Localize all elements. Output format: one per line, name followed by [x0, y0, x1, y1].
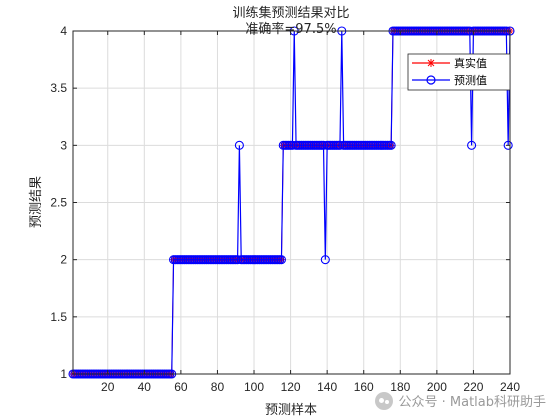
y-tick-label: 4 [60, 24, 67, 38]
x-tick-label: 220 [463, 380, 483, 394]
predicted-value-point [234, 140, 244, 150]
x-tick-label: 180 [390, 380, 410, 394]
y-tick-label: 2 [60, 253, 67, 267]
chart-subtitle: 准确率=97.5% [245, 21, 336, 37]
predicted-value-point [287, 140, 297, 150]
predicted-value-point [386, 140, 396, 150]
predicted-value-point [276, 255, 286, 265]
legend-predicted-marker [426, 75, 436, 85]
predicted-value-point [320, 255, 330, 265]
x-tick-label: 100 [244, 380, 264, 394]
predicted-value-point [467, 140, 477, 150]
predicted-value-series [68, 26, 515, 379]
watermark-text: 公众号 · Matlab科研助手 [398, 395, 546, 410]
y-axis-label: 预测结果 [29, 176, 44, 228]
x-axis-label: 预测样本 [265, 403, 317, 418]
predicted-value-point [335, 140, 345, 150]
x-tick-label: 140 [317, 380, 337, 394]
legend-entry-true: 真实值 [412, 56, 487, 70]
x-tick-label: 160 [354, 380, 374, 394]
x-tick-label: 80 [211, 380, 225, 394]
y-tick-label: 1.5 [50, 310, 67, 324]
predicted-value-point [233, 255, 243, 265]
y-tick-label: 1 [60, 367, 67, 381]
legend-predicted-label: 预测值 [454, 74, 487, 87]
x-tick-label: 40 [138, 380, 152, 394]
y-tick-label: 2.5 [50, 196, 67, 210]
predicted-value-point [318, 140, 329, 150]
wechat-logo-icon [375, 391, 394, 410]
y-tick-label: 3 [60, 138, 67, 152]
x-tick-label: 60 [174, 380, 188, 394]
x-tick-label: 20 [101, 380, 115, 394]
legend-true-label: 真实值 [454, 56, 487, 70]
legend-entry-predicted: 预测值 [412, 74, 487, 87]
x-tick-label: 120 [281, 380, 301, 394]
axis-ticks: 20 40 60 80 100 120 140 160 180 200 220 240 1 1.5 2 2.5… [50, 24, 520, 394]
legend-box [407, 53, 511, 91]
x-tick-label: 240 [500, 380, 520, 394]
legend: 真实值 预测值 [407, 53, 511, 91]
legend-true-marker [427, 59, 435, 67]
x-tick-label: 200 [427, 380, 447, 394]
chart-title: 训练集预测结果对比 [232, 5, 349, 21]
y-tick-label: 3.5 [50, 81, 67, 95]
predicted-value-point [503, 140, 513, 150]
watermark: 公众号 · Matlab科研助手 [375, 391, 546, 410]
